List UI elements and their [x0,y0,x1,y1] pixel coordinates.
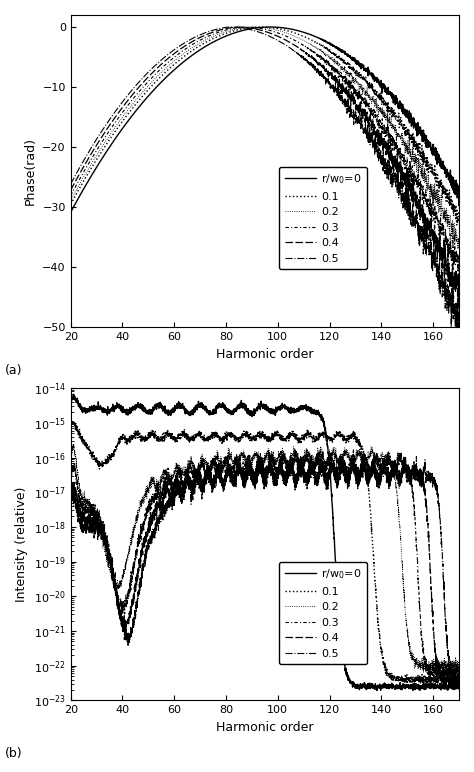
Y-axis label: Intensity (relative): Intensity (relative) [15,486,28,602]
X-axis label: Harmonic order: Harmonic order [216,347,314,361]
X-axis label: Harmonic order: Harmonic order [216,721,314,734]
Y-axis label: Phase(rad): Phase(rad) [24,137,37,205]
Legend: r/w$_0$=0, 0.1, 0.2, 0.3, 0.4, 0.5: r/w$_0$=0, 0.1, 0.2, 0.3, 0.4, 0.5 [279,562,367,665]
Text: (b): (b) [5,747,22,760]
Text: (a): (a) [5,364,22,378]
Legend: r/w$_0$=0, 0.1, 0.2, 0.3, 0.4, 0.5: r/w$_0$=0, 0.1, 0.2, 0.3, 0.4, 0.5 [279,167,367,269]
